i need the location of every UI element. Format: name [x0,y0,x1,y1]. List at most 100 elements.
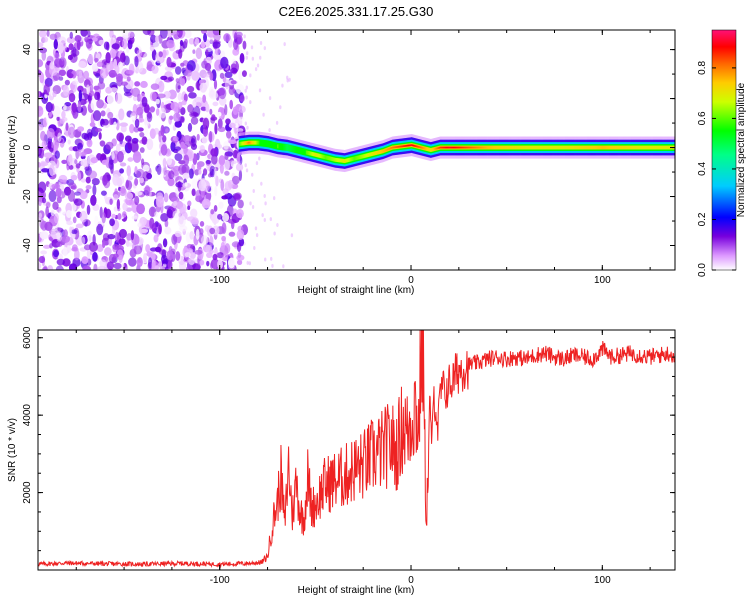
signal-track-cell [506,146,509,149]
noise-blob [170,197,180,203]
signal-track-cell [518,145,520,150]
noise-blob [137,117,145,123]
signal-track-cell [451,146,453,149]
signal-track-cell [651,145,653,150]
noise-blob [182,135,192,143]
signal-track-cell [244,142,246,144]
signal-track-cell [333,157,335,162]
signal-track-cell [416,145,419,148]
signal-track-cell [445,146,447,149]
noise-blob [127,138,132,150]
noise-blob [136,106,144,116]
spectrogram-frame [37,29,676,271]
signal-track-cell [316,153,318,158]
signal-track-cell [609,146,612,149]
noise-blob [127,31,135,39]
signal-track-cell [625,146,627,149]
noise-blob [194,249,203,255]
noise-blob [92,65,99,72]
signal-track-cell [493,146,495,149]
signal-track-cell [599,146,601,149]
signal-track-cell [414,145,417,147]
signal-track-cell [639,145,641,150]
signal-track-cell [669,145,671,150]
noise-blob [263,46,267,51]
noise-blob [209,91,219,100]
signal-track-cell [446,146,448,149]
signal-track-cell [354,156,356,161]
signal-track-cell [435,147,438,150]
noise-blob [153,234,159,243]
signal-track-cell [636,145,639,150]
signal-track-cell [555,145,557,150]
noise-blob [192,49,196,54]
noise-blob [84,166,90,171]
signal-track-cell [603,146,605,149]
signal-track-cell [549,145,552,150]
noise-blob [187,200,192,207]
noise-blob [69,31,74,39]
noise-blob [121,38,128,50]
noise-blob [122,202,128,211]
noise-blob [213,205,218,212]
noise-blob [41,140,47,151]
signal-track-cell [298,147,300,154]
noise-blob [122,211,127,218]
signal-track-cell [318,153,320,158]
noise-blob [139,177,144,184]
noise-blob [45,101,53,113]
noise-blob [113,253,119,258]
signal-track-cell [335,157,337,162]
noise-blob [213,248,218,255]
noise-blob [174,153,183,162]
signal-track-cell [301,147,303,155]
signal-track-cell [499,146,501,149]
signal-track-cell [663,145,665,150]
signal-track-cell [380,150,382,153]
noise-blob [83,70,90,80]
noise-blob [198,179,207,192]
noise-blob [120,81,128,86]
noise-blob [219,50,226,58]
noise-blob [151,65,159,74]
spectrogram-marks [38,30,675,270]
noise-blob [108,69,118,78]
signal-track-cell [312,152,314,157]
noise-blob [170,141,176,152]
noise-blob [74,35,82,43]
signal-track-cell [277,144,279,149]
signal-track-cell [241,141,244,146]
signal-track-cell [246,142,248,144]
signal-track-cell [524,145,527,150]
noise-blob [180,78,186,86]
noise-blob [205,103,210,113]
signal-track-cell [527,145,530,150]
noise-blob [239,52,245,64]
noise-blob [202,168,208,176]
signal-track-cell [273,141,275,149]
signal-track-cell [249,141,251,144]
noise-blob [130,230,135,241]
signal-track-cell [432,148,434,151]
noise-blob [126,76,131,82]
spectrogram-panel: -100 0 100 -40 -20 0 20 40 Height of straight l… [7,29,676,296]
signal-track-cell [646,145,648,150]
noise-blob [111,151,115,161]
signal-track-cell [262,139,265,147]
noise-blob [115,102,122,111]
noise-blob [49,33,58,40]
signal-track-cell [592,146,595,149]
x-tick-label: 0 [408,275,414,286]
y-tick-label: 2000 [22,481,33,504]
noise-blob [116,36,124,41]
noise-blob [236,242,242,252]
noise-blob [40,161,49,167]
noise-blob [40,250,48,255]
signal-track-cell [400,145,402,148]
noise-blob [101,118,109,126]
noise-blob [212,41,221,49]
noise-blob [199,228,204,235]
signal-track-cell [360,154,362,159]
signal-track-cell [254,140,256,145]
signal-track-cell [568,145,571,150]
